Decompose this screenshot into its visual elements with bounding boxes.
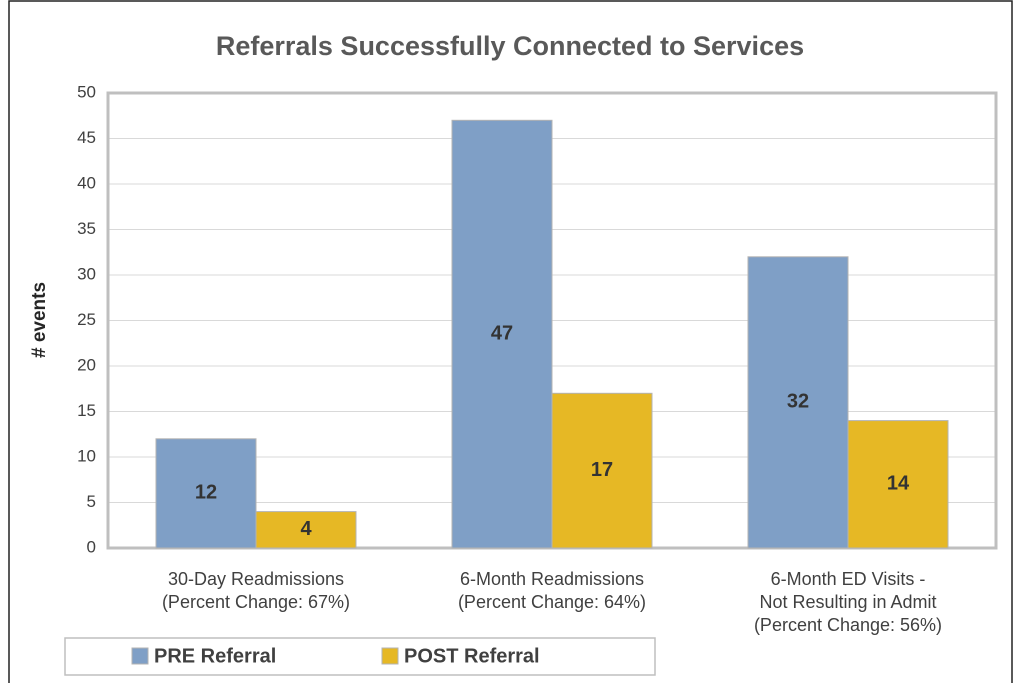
y-tick-label: 50 [77,82,96,101]
legend-label: PRE Referral [154,645,276,667]
y-axis-label: # events [29,282,50,358]
y-tick-label: 0 [87,537,96,556]
bar [451,119,553,549]
data-label: 17 [591,459,613,481]
x-tick-label: 30-Day Readmissions (Percent Change: 67%… [161,569,351,612]
data-label: 47 [491,322,513,344]
y-tick-label: 10 [77,446,96,465]
y-tick-label: 35 [77,219,96,238]
data-label: 4 [300,518,312,540]
y-tick-label: 15 [77,401,96,420]
legend-swatch [381,647,399,665]
data-label: 14 [887,473,910,495]
legend-box [64,637,656,676]
data-label: 32 [787,391,809,413]
y-tick-label: 25 [77,310,96,329]
x-tick-label: 6-Month Readmissions (Percent Change: 64… [457,569,647,612]
y-tick-label: 5 [87,492,96,511]
legend-label: POST Referral [404,645,540,667]
y-tick-label: 20 [77,355,96,374]
bar [747,256,849,549]
bar [255,511,357,549]
y-tick-label: 30 [77,264,96,283]
bar [551,392,653,549]
y-tick-label: 40 [77,173,96,192]
x-tick-label: 6-Month ED Visits - Not Resulting in Adm… [753,569,943,635]
y-tick-label: 45 [77,128,96,147]
chart-title: Referrals Successfully Connected to Serv… [216,31,804,61]
frame [8,0,1013,683]
data-label: 12 [195,482,217,504]
bar [847,420,949,549]
legend-swatch [131,647,149,665]
bar [155,438,257,549]
